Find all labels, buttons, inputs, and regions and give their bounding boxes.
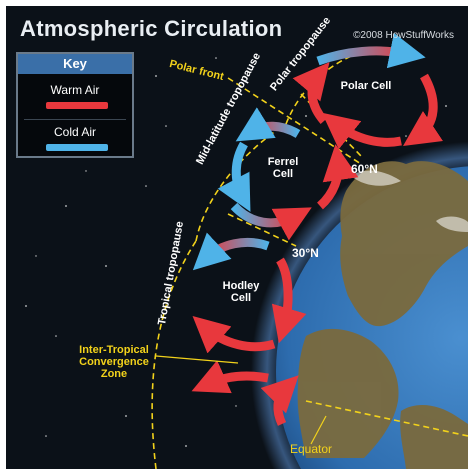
itcz-pointer bbox=[155, 355, 239, 364]
ferrel-top-arrow bbox=[235, 107, 301, 142]
key-warm-swatch bbox=[46, 102, 108, 109]
diagram-title: Atmospheric Circulation bbox=[20, 16, 283, 41]
tropical-tropopause-line bbox=[151, 240, 197, 469]
diagram-art bbox=[25, 32, 468, 469]
key-cold-swatch bbox=[46, 144, 108, 151]
key-cold-label: Cold Air bbox=[53, 125, 97, 139]
polar-left-arrow bbox=[292, 62, 330, 124]
polar-cell-arrows bbox=[292, 32, 443, 150]
polar-cell-label: Polar Cell bbox=[340, 80, 392, 92]
polar-right-arrow bbox=[403, 73, 443, 146]
key-heading: Key bbox=[18, 54, 132, 74]
hadley-right-arrow bbox=[271, 257, 307, 344]
hadley-top-arrow bbox=[192, 232, 270, 271]
ferrel-cell-label: Ferrel Cell bbox=[267, 156, 299, 180]
polar-bottom-arrow bbox=[321, 112, 402, 150]
key-warm-label: Warm Air bbox=[50, 83, 100, 97]
itcz-label: Inter-Tropical Convergence Zone bbox=[79, 344, 149, 380]
legend-key: Key Warm Air Cold Air bbox=[16, 52, 134, 158]
ferrel-bottom-arrow bbox=[230, 202, 312, 241]
ferrel-cell-arrows bbox=[217, 107, 359, 241]
equator-pointer bbox=[310, 415, 327, 445]
equator-label: Equator bbox=[290, 442, 333, 456]
diagram-panel: Atmospheric Circulation ©2008 HowStuffWo… bbox=[6, 6, 468, 469]
hadley-rising-arrow bbox=[260, 375, 299, 426]
landmass bbox=[297, 161, 468, 469]
ferrel-left-arrow bbox=[217, 141, 251, 212]
lat-30-line bbox=[227, 213, 297, 247]
key-divider bbox=[24, 119, 126, 120]
hadley-cell-arrows bbox=[191, 232, 307, 426]
latitude-60n-label: 60°N bbox=[351, 162, 378, 176]
ferrel-right-arrow bbox=[316, 144, 359, 210]
equator-line bbox=[305, 400, 468, 437]
hadley-cell-label: Hodley Cell bbox=[222, 280, 260, 304]
hadley-bottom-arrow bbox=[192, 316, 276, 354]
polar-top-arrow bbox=[316, 32, 426, 69]
copyright-credit: ©2008 HowStuffWorks bbox=[353, 30, 454, 41]
latitude-30n-label: 30°N bbox=[292, 246, 319, 260]
